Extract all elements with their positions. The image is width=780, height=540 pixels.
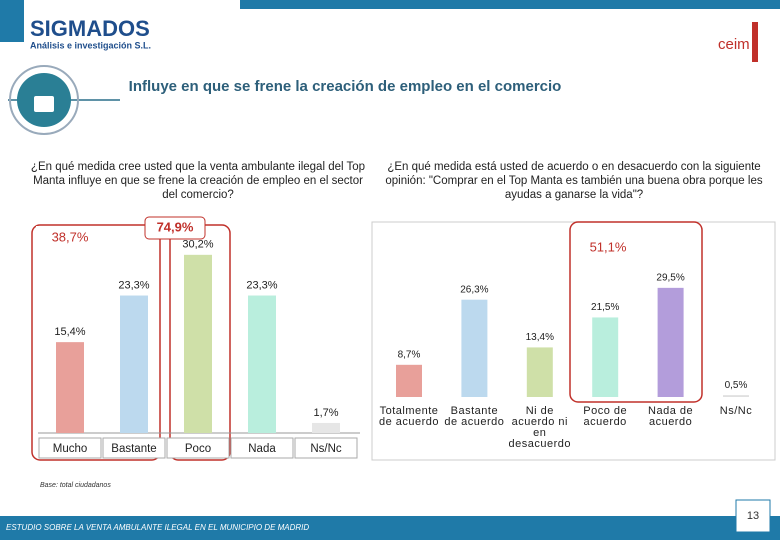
logo-subtitle: Análisis e investigación S.L. bbox=[30, 40, 151, 50]
x-tick-label: Ni de acuerdo ni en desacuerdo bbox=[508, 405, 572, 450]
footer-bar bbox=[0, 516, 780, 540]
bar bbox=[120, 295, 148, 433]
bar bbox=[526, 347, 553, 397]
annotation: 51,1% bbox=[590, 239, 627, 254]
category-box bbox=[38, 437, 102, 459]
question: ¿En qué medida cree usted que la venta a… bbox=[30, 161, 366, 201]
value-label: 23,3% bbox=[118, 279, 149, 291]
x-tick-label: Nada bbox=[248, 443, 276, 455]
partner: ceim bbox=[718, 36, 750, 53]
value-label: 21,5% bbox=[591, 302, 619, 313]
logo-bar bbox=[0, 0, 24, 42]
highlight bbox=[569, 221, 703, 403]
annotation: 38,7% bbox=[52, 229, 89, 244]
value-label: 1,7% bbox=[313, 407, 338, 419]
x-tick-label: Ns/Nc bbox=[310, 443, 342, 455]
bar bbox=[184, 254, 212, 433]
x-tick-label: Totalmente de acuerdo bbox=[378, 405, 440, 428]
page-box bbox=[735, 499, 771, 533]
x-tick-label: Ns/Nc bbox=[719, 405, 753, 417]
bar bbox=[723, 395, 749, 397]
top-bar bbox=[240, 0, 780, 9]
page-number: 13 bbox=[747, 510, 759, 522]
x-tick-label: Nada de acuerdo bbox=[648, 405, 694, 428]
highlight bbox=[31, 224, 161, 461]
annotation: 74,9% bbox=[157, 219, 194, 234]
bar bbox=[461, 299, 488, 397]
x-tick-label: Poco bbox=[185, 443, 211, 455]
annotation-box bbox=[36, 226, 106, 250]
question: ¿En qué medida está usted de acuerdo o e… bbox=[385, 161, 763, 201]
icon-bag bbox=[34, 96, 54, 112]
bar bbox=[657, 287, 684, 397]
value-label: 30,2% bbox=[182, 239, 213, 251]
partner-mark bbox=[752, 22, 758, 62]
annotation-box bbox=[578, 236, 638, 260]
base-note: Base: total ciudadanos bbox=[40, 482, 111, 489]
bar bbox=[592, 317, 619, 397]
category-box bbox=[294, 437, 358, 459]
footer: ESTUDIO SOBRE LA VENTA AMBULANTE ILEGAL … bbox=[6, 523, 309, 532]
value-label: 29,5% bbox=[656, 272, 684, 283]
bar bbox=[56, 342, 84, 433]
value-label: 13,4% bbox=[526, 332, 554, 343]
value-label: 23,3% bbox=[246, 279, 277, 291]
x-tick-label: Bastante de acuerdo bbox=[444, 405, 505, 428]
x-tick-label: Mucho bbox=[53, 443, 88, 455]
bar bbox=[248, 295, 276, 433]
logo: SIGMADOS bbox=[30, 16, 150, 41]
category-box bbox=[166, 437, 230, 459]
slide-title: Influye en que se frene la creación de e… bbox=[129, 78, 562, 95]
category-box bbox=[102, 437, 166, 459]
bar bbox=[312, 422, 340, 433]
annotation-box bbox=[144, 216, 206, 240]
chart2-frame bbox=[371, 221, 776, 461]
bar bbox=[396, 364, 422, 397]
value-label: 0,5% bbox=[725, 380, 748, 391]
icon-ring bbox=[9, 65, 79, 135]
x-tick-label: Bastante bbox=[111, 443, 156, 455]
category-box bbox=[230, 437, 294, 459]
value-label: 8,7% bbox=[398, 349, 421, 360]
x-tick-label: Poco de acuerdo bbox=[583, 405, 628, 428]
value-label: 15,4% bbox=[54, 326, 85, 338]
value-label: 26,3% bbox=[460, 284, 488, 295]
